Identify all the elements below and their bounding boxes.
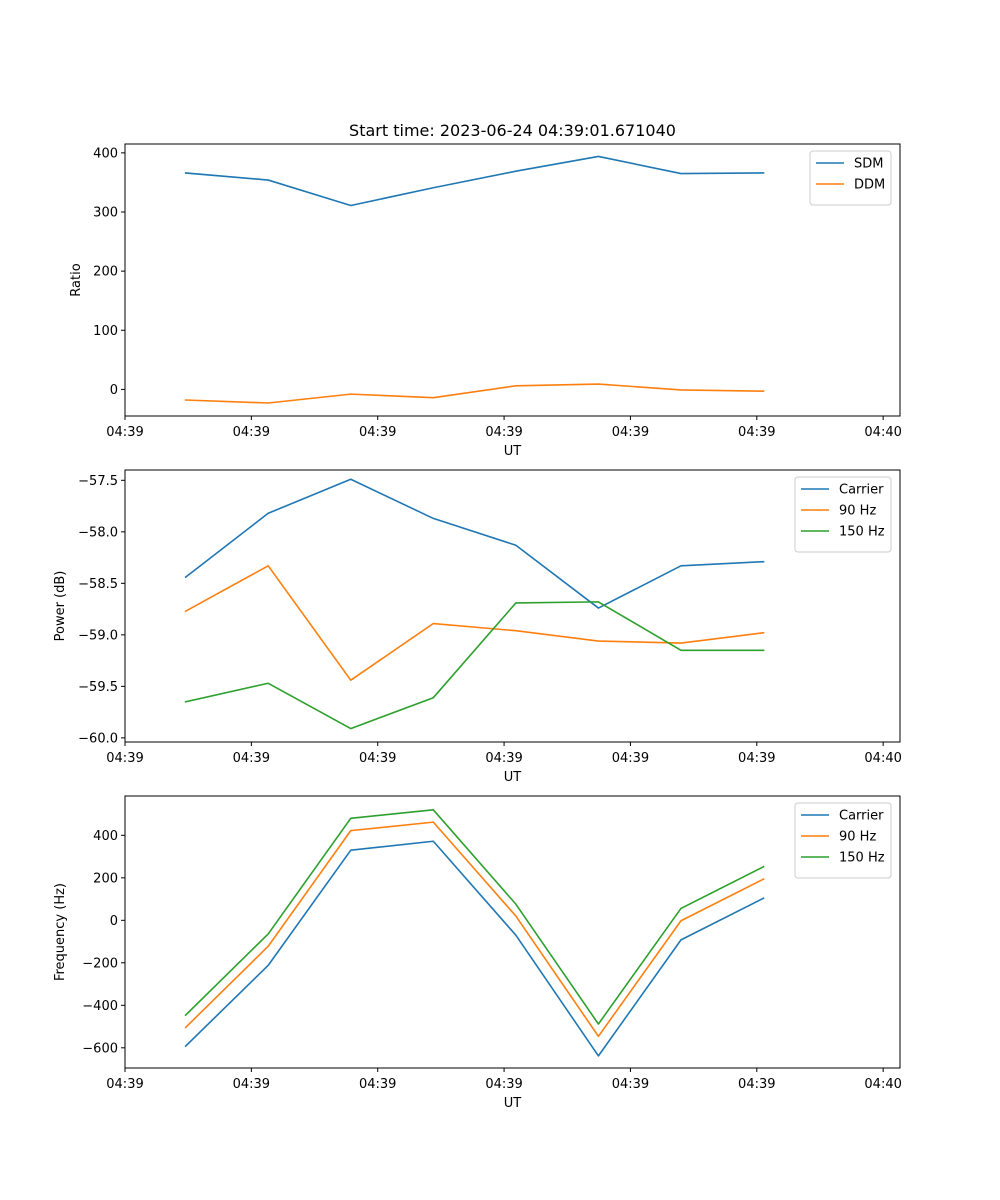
y-tick-label: 0 xyxy=(110,914,118,929)
x-tick-label: 04:39 xyxy=(106,751,143,766)
y-axis-label: Ratio xyxy=(69,263,84,296)
series-line-carrier xyxy=(184,840,765,1057)
x-tick-label: 04:39 xyxy=(612,1077,649,1092)
legend-label: DDM xyxy=(854,178,885,193)
x-tick-label: 04:39 xyxy=(738,751,775,766)
plot-frame xyxy=(124,469,901,743)
series-line-carrier xyxy=(184,478,765,609)
legend-label: 90 Hz xyxy=(839,504,876,519)
y-tick-label: −58.5 xyxy=(78,577,118,592)
x-tick-label: 04:39 xyxy=(233,425,270,440)
series-line-150-hz xyxy=(184,601,765,730)
legend-box xyxy=(794,476,892,553)
legend-label: Carrier xyxy=(839,809,884,824)
y-axis-label: Power (dB) xyxy=(53,571,68,642)
x-tick-label: 04:39 xyxy=(106,425,143,440)
x-tick-label: 04:39 xyxy=(106,1077,143,1092)
y-tick-label: −58.0 xyxy=(78,525,118,540)
series-line-sdm xyxy=(184,155,765,207)
series-line-90-hz xyxy=(184,821,765,1038)
legend-box xyxy=(794,802,892,879)
x-tick-label: 04:39 xyxy=(233,751,270,766)
x-tick-label: 04:39 xyxy=(233,1077,270,1092)
y-tick-label: 0 xyxy=(110,383,118,398)
y-tick-label: 400 xyxy=(93,146,118,161)
plot-frame xyxy=(124,143,901,417)
y-tick-label: 400 xyxy=(93,829,118,844)
x-axis-label: UT xyxy=(504,1096,522,1111)
x-tick-label: 04:39 xyxy=(359,751,396,766)
x-tick-label: 04:39 xyxy=(485,751,522,766)
figure-title: Start time: 2023-06-24 04:39:01.671040 xyxy=(349,121,676,140)
legend-label: 90 Hz xyxy=(839,830,876,845)
y-axis-label: Frequency (Hz) xyxy=(53,883,68,981)
x-tick-label: 04:39 xyxy=(738,425,775,440)
x-tick-label: 04:40 xyxy=(864,1077,901,1092)
subplot-2: 04:39 04:39 04:39 04:39 04:39 04:39 04:40 −60.0… xyxy=(53,469,902,785)
y-tick-label: −59.0 xyxy=(78,628,118,643)
x-tick-label: 04:40 xyxy=(864,425,901,440)
subplot-3: 04:39 04:39 04:39 04:39 04:39 04:39 04:40 −600 −… xyxy=(53,795,902,1111)
y-tick-label: 100 xyxy=(93,324,118,339)
y-tick-label: 200 xyxy=(93,871,118,886)
legend-label: 150 Hz xyxy=(839,525,885,540)
y-tick-label: −60.0 xyxy=(78,731,118,746)
y-tick-label: 200 xyxy=(93,265,118,280)
legend: SDM DDM xyxy=(809,150,892,206)
subplot-1: 04:39 04:39 04:39 04:39 04:39 04:39 04:40 0 100 2… xyxy=(69,143,902,459)
y-tick-label: 300 xyxy=(93,206,118,221)
y-tick-label: −600 xyxy=(82,1041,118,1056)
legend-label: Carrier xyxy=(839,483,884,498)
series-line-150-hz xyxy=(184,809,765,1025)
legend-label: SDM xyxy=(854,157,883,172)
legend: Carrier 90 Hz 150 Hz xyxy=(794,802,892,879)
y-tick-label: −59.5 xyxy=(78,680,118,695)
y-tick-label: −57.5 xyxy=(78,474,118,489)
x-tick-label: 04:39 xyxy=(359,1077,396,1092)
x-tick-label: 04:39 xyxy=(612,751,649,766)
x-tick-label: 04:39 xyxy=(485,1077,522,1092)
plot-frame xyxy=(124,795,901,1069)
series-line-ddm xyxy=(184,383,765,404)
x-tick-label: 04:39 xyxy=(612,425,649,440)
x-tick-label: 04:39 xyxy=(738,1077,775,1092)
x-tick-label: 04:39 xyxy=(485,425,522,440)
x-tick-label: 04:39 xyxy=(359,425,396,440)
subplot-panels: 04:39 04:39 04:39 04:39 04:39 04:39 04:40 0 100 2… xyxy=(53,143,902,1111)
x-axis-label: UT xyxy=(504,770,522,785)
x-tick-label: 04:40 xyxy=(864,751,901,766)
y-tick-label: −200 xyxy=(82,956,118,971)
legend-label: 150 Hz xyxy=(839,851,885,866)
legend: Carrier 90 Hz 150 Hz xyxy=(794,476,892,553)
x-axis-label: UT xyxy=(504,444,522,459)
y-tick-label: −400 xyxy=(82,999,118,1014)
legend-box xyxy=(809,150,892,206)
